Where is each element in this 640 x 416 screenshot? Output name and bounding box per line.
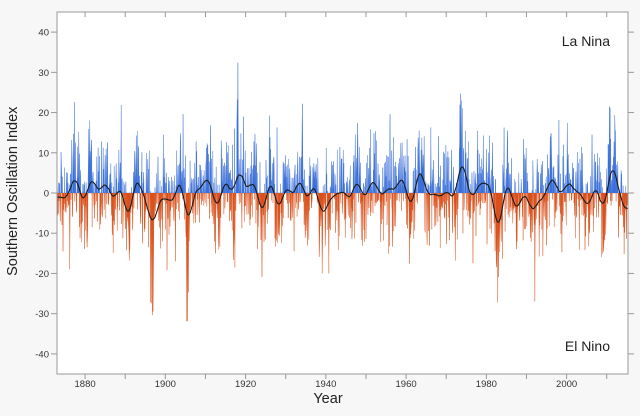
svg-text:-20: -20 xyxy=(35,269,49,280)
svg-text:0: 0 xyxy=(44,189,49,200)
svg-text:1900: 1900 xyxy=(155,379,176,390)
svg-text:30: 30 xyxy=(38,68,49,79)
svg-text:Southern Oscillation Index: Southern Oscillation Index xyxy=(5,106,21,276)
svg-text:20: 20 xyxy=(38,108,49,119)
svg-text:La Nina: La Nina xyxy=(562,33,610,49)
svg-text:-10: -10 xyxy=(35,229,49,240)
svg-text:40: 40 xyxy=(38,28,49,39)
svg-text:1960: 1960 xyxy=(396,379,417,390)
svg-text:1880: 1880 xyxy=(75,379,96,390)
svg-text:-40: -40 xyxy=(35,349,49,360)
svg-text:1920: 1920 xyxy=(235,379,256,390)
svg-text:1940: 1940 xyxy=(315,379,336,390)
svg-text:2000: 2000 xyxy=(556,379,577,390)
svg-text:Year: Year xyxy=(313,391,342,407)
svg-text:1980: 1980 xyxy=(476,379,497,390)
svg-text:-30: -30 xyxy=(35,309,49,320)
svg-text:El Nino: El Nino xyxy=(565,338,610,354)
svg-text:10: 10 xyxy=(38,148,49,159)
